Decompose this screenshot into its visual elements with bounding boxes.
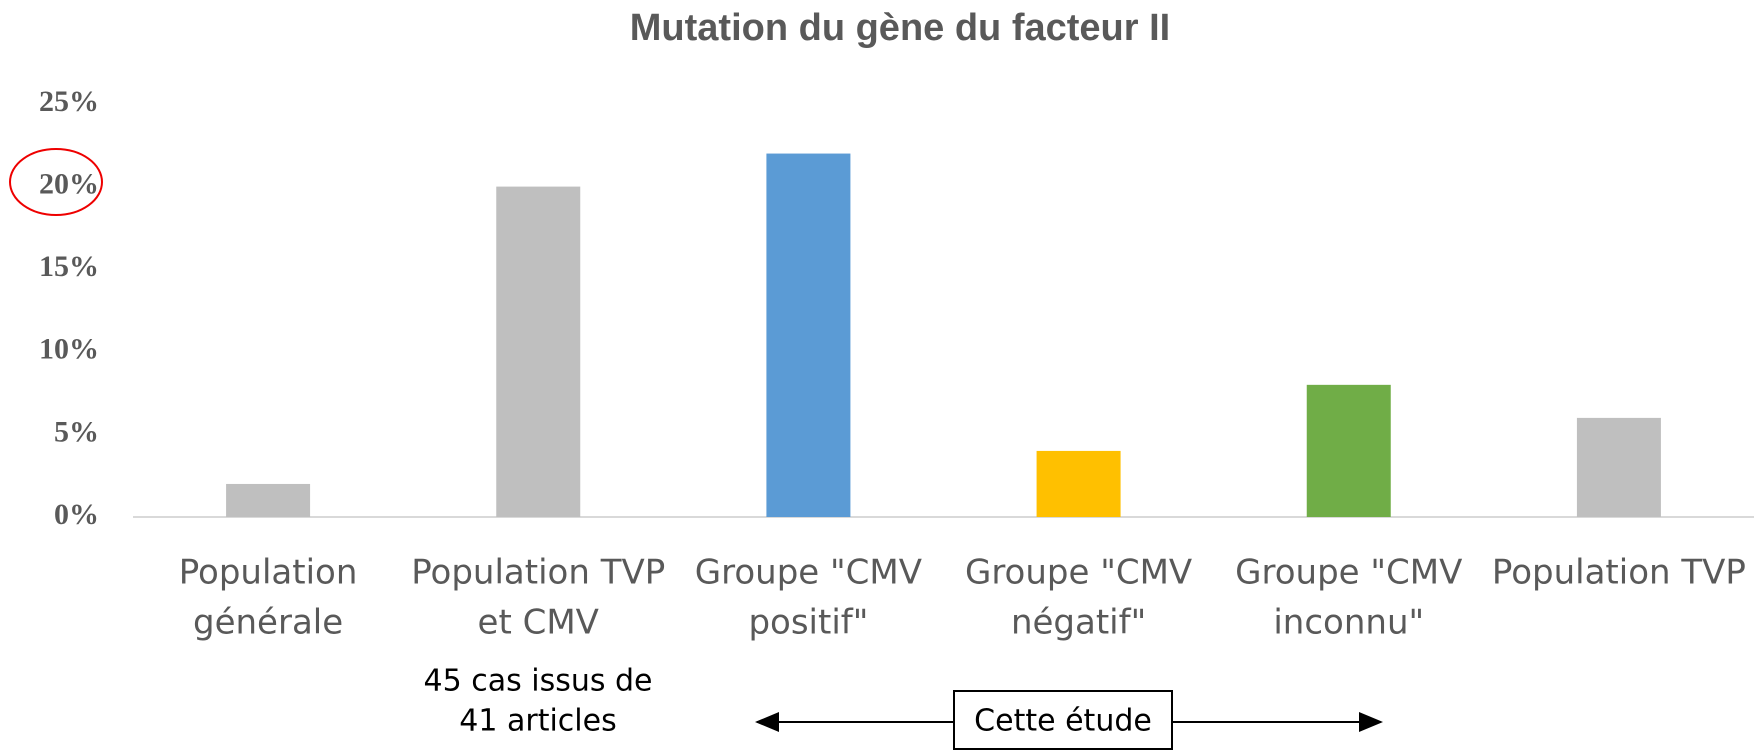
y-tick-label: 25% — [39, 85, 99, 118]
x-tick-label: et CMV — [478, 603, 599, 643]
y-tick-label: 10% — [39, 333, 99, 366]
x-tick-label: positif" — [748, 603, 868, 643]
x-tick-label: négatif" — [1011, 603, 1146, 643]
x-tick-label: Population TVP — [1492, 553, 1746, 593]
x-tick-label: Population TVP — [411, 553, 665, 593]
source-note: 45 cas issus de — [423, 664, 652, 699]
bar — [496, 186, 581, 517]
source-note: 41 articles — [459, 704, 616, 739]
bar — [766, 153, 851, 517]
x-tick-label: générale — [193, 603, 343, 643]
study-box — [953, 690, 1173, 750]
chart-title: Mutation du gène du facteur II — [630, 7, 1170, 49]
y-tick-label: 5% — [54, 415, 99, 448]
study-label: Cette étude — [974, 704, 1152, 739]
x-tick-label: Population — [179, 553, 358, 593]
x-tick-label: Groupe "CMV — [1235, 553, 1462, 593]
bar — [226, 483, 311, 517]
x-tick-label: inconnu" — [1273, 603, 1424, 643]
bar — [1036, 450, 1121, 517]
y-tick-label: 0% — [54, 498, 99, 531]
y-tick-label: 20% — [39, 167, 99, 200]
bar — [1306, 384, 1391, 517]
x-tick-label: Groupe "CMV — [965, 553, 1192, 593]
y-tick-label: 15% — [39, 250, 99, 283]
bar — [1576, 417, 1661, 517]
x-tick-label: Groupe "CMV — [695, 553, 922, 593]
highlight-circle — [9, 148, 103, 216]
